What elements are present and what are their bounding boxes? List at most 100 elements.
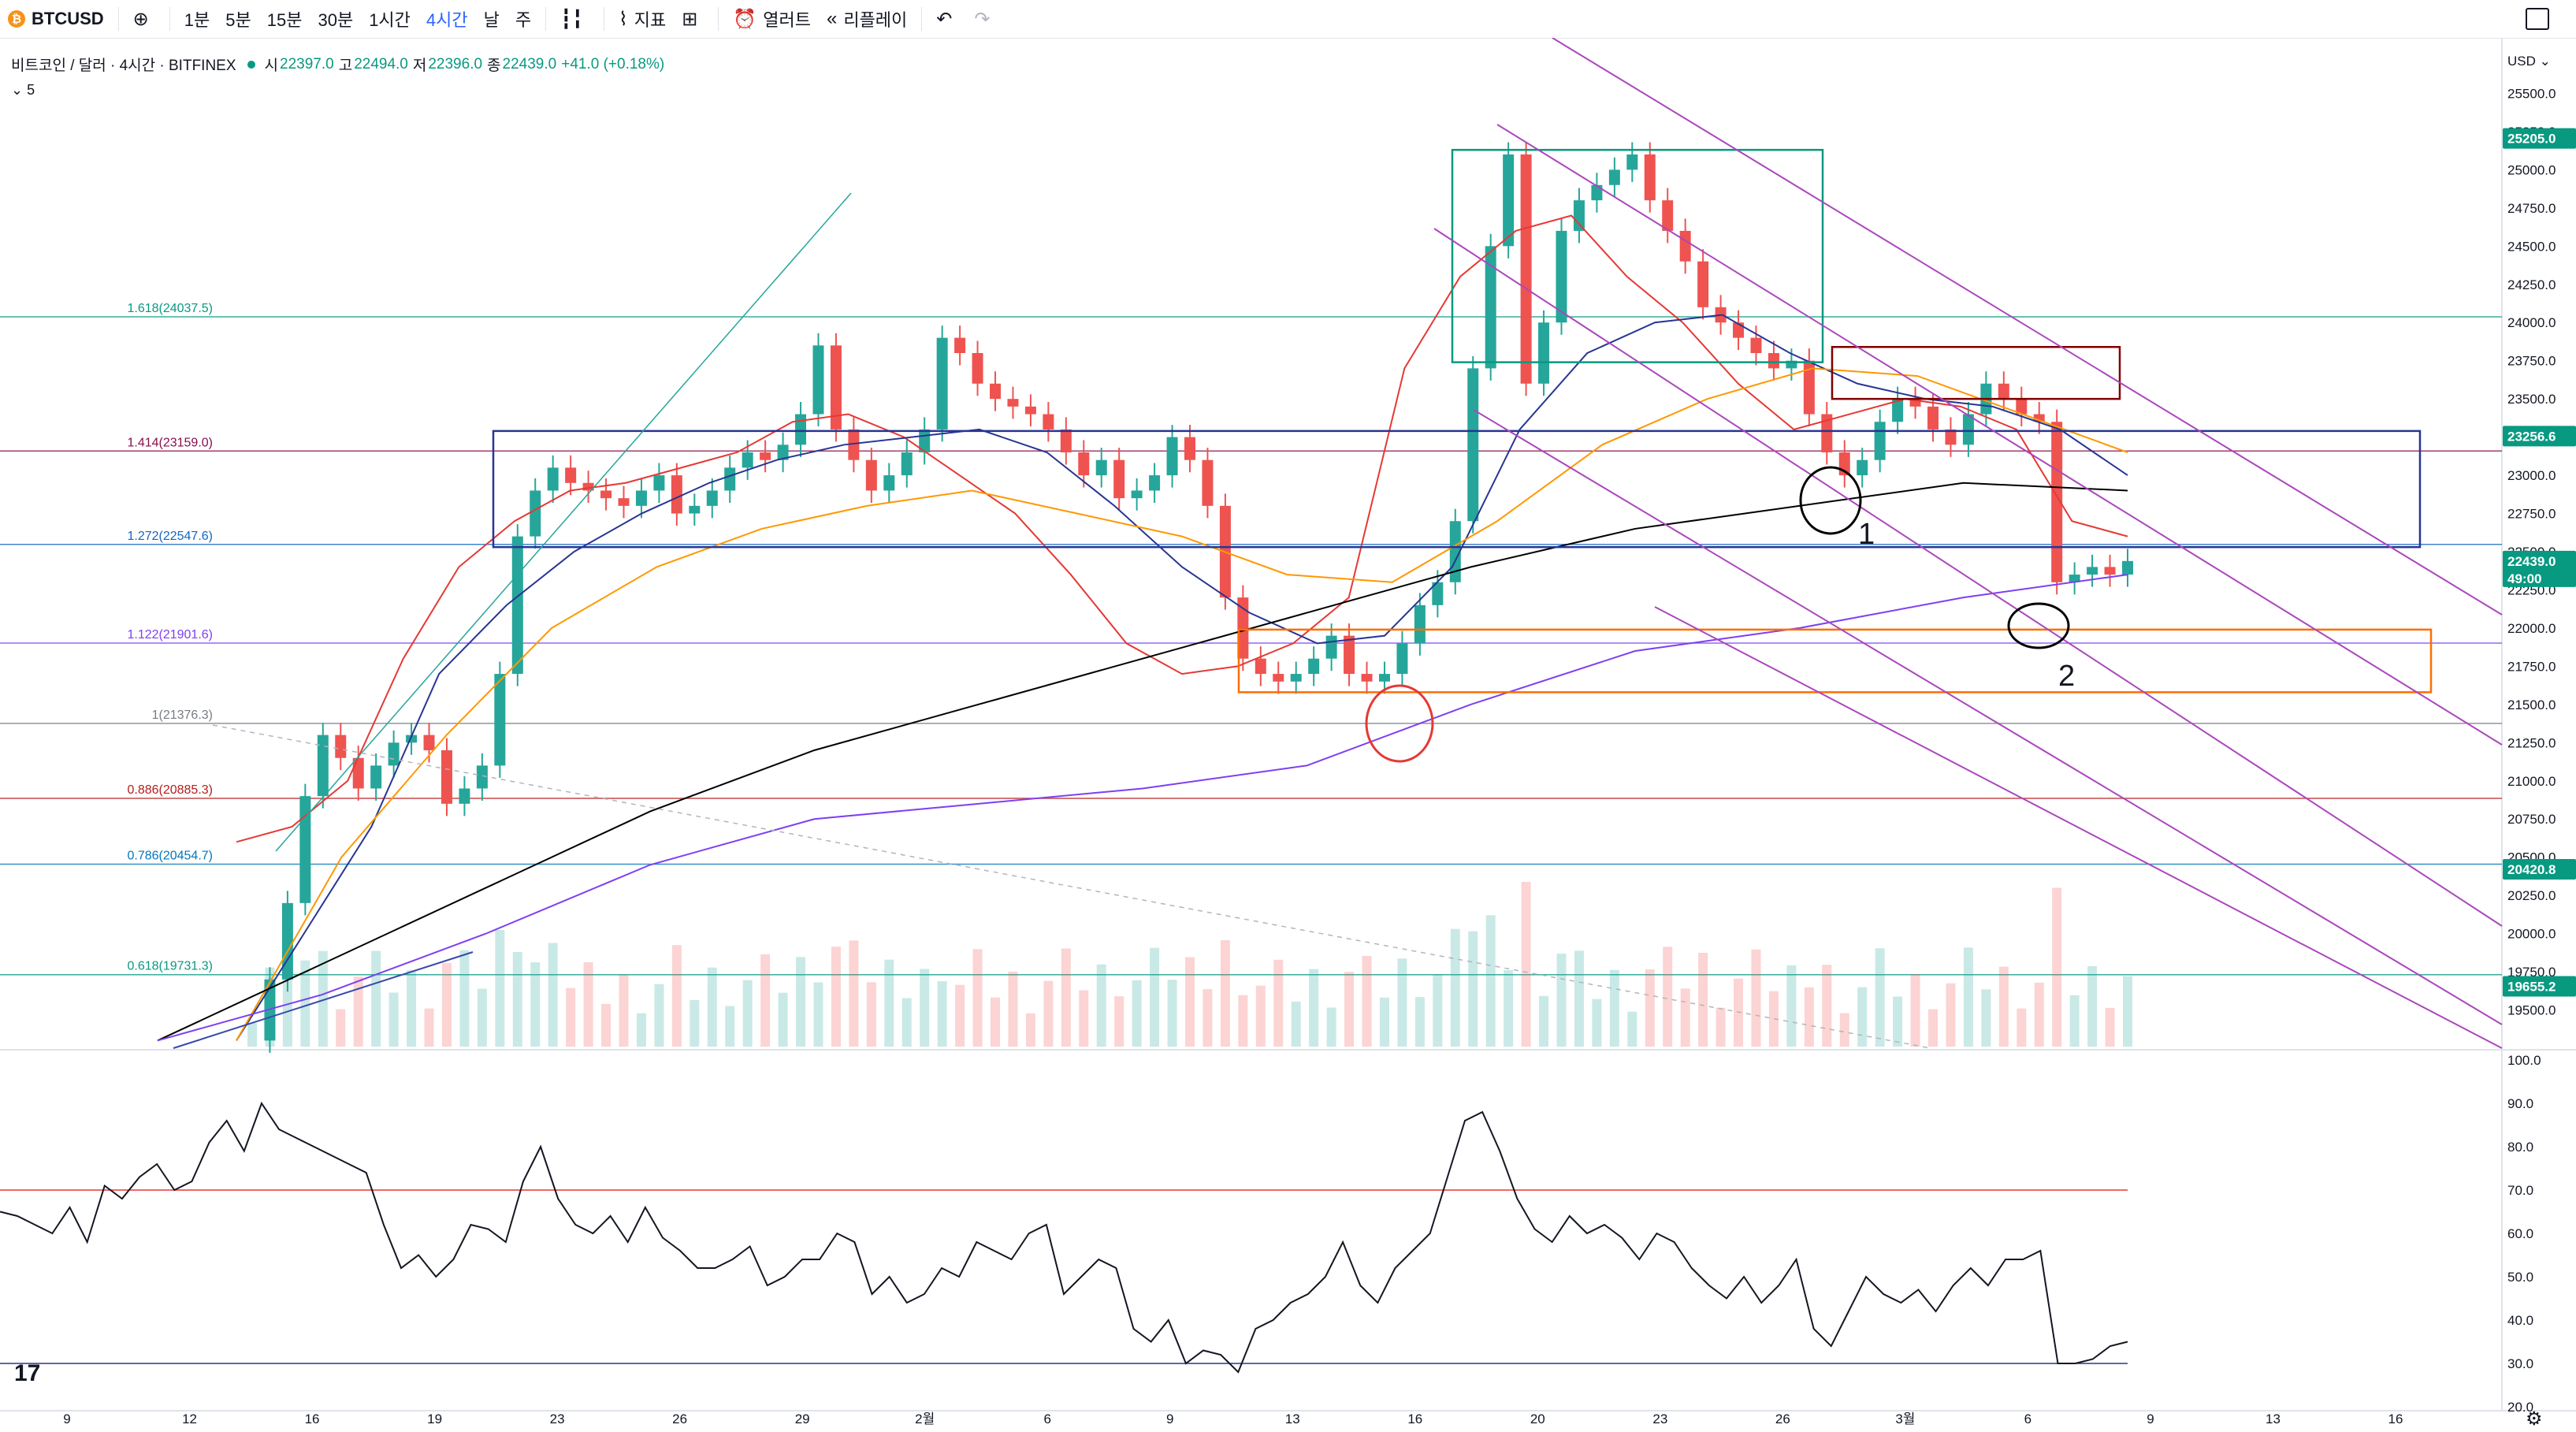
alerts-button[interactable]: ⏰ 열러트: [725, 0, 819, 38]
settings-gear-icon: ⚙: [2526, 1408, 2543, 1430]
interval-1d[interactable]: 날: [483, 10, 500, 30]
symbol-search-button[interactable]: ₿ BTCUSD: [0, 0, 112, 38]
annotation-label: 2: [2058, 660, 2075, 693]
price-tag-label: 20420.8: [2507, 862, 2556, 877]
open-label: 시: [264, 58, 279, 74]
volume-bar: [1025, 1013, 1035, 1047]
chart-type-button[interactable]: ┇╏: [552, 0, 597, 38]
volume-bar: [1344, 972, 1355, 1047]
indicator-value: 5: [27, 82, 35, 98]
candle-body: [936, 337, 948, 430]
candle-body: [1556, 230, 1567, 323]
interval-5m[interactable]: 5분: [225, 10, 251, 30]
redo-button[interactable]: ↷: [966, 0, 1004, 38]
interval-4h[interactable]: 4시간: [426, 10, 468, 30]
candle-body: [1591, 184, 1603, 201]
ema-line: [236, 367, 2128, 1041]
volume-bar: [1627, 1011, 1637, 1047]
candle-body: [671, 475, 682, 514]
volume-bar: [583, 961, 593, 1047]
alarm-clock-icon: ⏰: [733, 8, 757, 30]
volume-bar: [619, 974, 629, 1047]
interval-1m[interactable]: 1분: [184, 10, 210, 30]
candle-body: [689, 505, 701, 514]
price-tag-countdown: 49:00: [2507, 571, 2541, 586]
top-toolbar: ₿ BTCUSD ⊕ 1분 5분 15분 30분 1시간 4시간 날 주 ┇╏ …: [0, 0, 2576, 39]
plus-circle-icon: ⊕: [132, 8, 149, 30]
channel-line: [1654, 606, 2503, 1049]
ema-line: [157, 574, 2128, 1042]
price-tick-label: 25000.0: [2507, 162, 2556, 177]
time-tick-label: 9: [1166, 1412, 1173, 1426]
volume-bar: [318, 950, 328, 1047]
candle-body: [1024, 406, 1036, 415]
interval-1h[interactable]: 1시간: [369, 10, 411, 30]
replay-icon: «: [826, 8, 838, 29]
time-tick-label: 20: [1530, 1412, 1545, 1426]
open-value: 22397.0: [280, 55, 334, 73]
indicators-button[interactable]: ⌇ 지표: [611, 0, 674, 38]
interval-15m[interactable]: 15분: [266, 10, 303, 30]
annotation-circle: [1799, 466, 1862, 535]
candle-body: [1750, 337, 1762, 353]
candle-body: [1857, 459, 1868, 476]
close-value: 22439.0: [502, 55, 557, 73]
time-tick-label: 3월: [1895, 1412, 1915, 1426]
price-tick-label: 20000.0: [2507, 927, 2556, 942]
volume-bar: [1556, 954, 1567, 1047]
chart-legend: 비트코인 / 달러 · 4시간 · BITFINEX 시 22397.0 고 2…: [11, 54, 669, 75]
low-value: 22396.0: [428, 55, 483, 73]
volume-bar: [300, 960, 310, 1047]
time-tick-label: 12: [182, 1412, 197, 1426]
candle-body: [1131, 490, 1143, 499]
bitcoin-icon: ₿: [8, 10, 25, 28]
time-tick-label: 13: [1285, 1412, 1300, 1426]
candle-body: [1060, 429, 1072, 452]
fullscreen-button[interactable]: [2526, 8, 2549, 30]
volume-bar: [1504, 970, 1514, 1047]
fib-level-label: 1(21376.3): [152, 709, 213, 722]
price-tick-label: 20250.0: [2507, 888, 2556, 903]
candle-body: [335, 735, 347, 758]
candle-body: [901, 452, 913, 476]
candles-icon: ┇╏: [560, 8, 584, 30]
time-tick-label: 16: [2388, 1412, 2403, 1426]
candle-body: [281, 902, 293, 980]
volume-bar: [920, 969, 930, 1047]
volume-bar: [388, 992, 399, 1047]
price-tick-label: 25500.0: [2507, 86, 2556, 101]
candle-body: [1202, 459, 1214, 506]
volume-bar: [441, 962, 452, 1047]
indicator-toggle[interactable]: ⌄ 5: [11, 82, 35, 98]
toolbar-divider: [718, 7, 719, 31]
volume-bar: [1857, 987, 1868, 1047]
tradingview-logo: 17: [14, 1360, 40, 1386]
candle-body: [2033, 414, 2045, 422]
undo-button[interactable]: ↶: [928, 0, 966, 38]
candle-body: [653, 475, 665, 491]
candle-body: [2122, 560, 2133, 575]
close-label: 종: [487, 58, 501, 74]
interval-30m[interactable]: 30분: [318, 10, 354, 30]
volume-bar: [972, 949, 983, 1047]
channel-line: [1552, 38, 2503, 616]
volume-bar: [566, 988, 576, 1047]
volume-bar: [2069, 995, 2080, 1047]
toolbar-divider: [921, 7, 923, 31]
add-symbol-button[interactable]: ⊕: [125, 0, 163, 38]
volume-bar: [1839, 1013, 1849, 1047]
layouts-button[interactable]: ⊞: [674, 0, 712, 38]
volume-bar: [778, 992, 788, 1047]
volume-bar: [407, 969, 417, 1047]
replay-button[interactable]: « 리플레이: [819, 0, 915, 38]
volume-bar: [1061, 948, 1071, 1047]
candle-body: [370, 765, 382, 789]
rsi-line: [0, 1101, 2128, 1374]
indicators-label: 지표: [634, 10, 667, 30]
candle-body: [706, 490, 718, 506]
trend-line-dashed: [212, 724, 1931, 1049]
support-box-orange: [1237, 628, 2433, 694]
interval-1w[interactable]: 주: [515, 10, 532, 30]
price-chart[interactable]: 19500.019750.020000.020250.020500.020750…: [0, 38, 2576, 1432]
ema-line: [236, 314, 2128, 1041]
